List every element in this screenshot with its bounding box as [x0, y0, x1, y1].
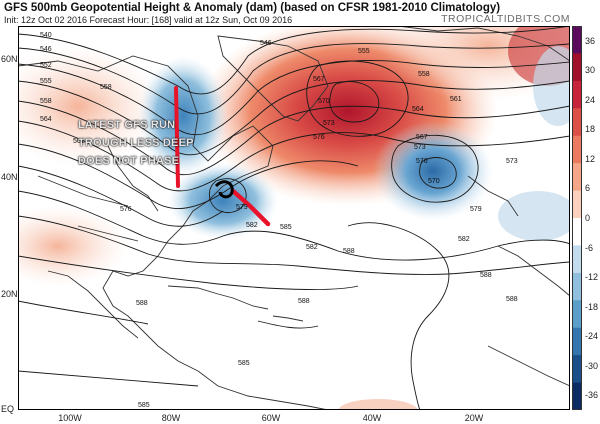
- colorbar-label: 18: [585, 124, 596, 135]
- colorbar-label: 30: [585, 65, 596, 76]
- annotation-line: DOES NOT PHASE: [78, 155, 180, 167]
- map-border: [18, 26, 570, 410]
- contour-value-label: 582: [306, 244, 318, 251]
- contour-value-label: 585: [280, 224, 292, 231]
- contour-value-label: 582: [246, 222, 258, 229]
- colorbar-segment: [572, 135, 582, 164]
- colorbar-label: -12: [585, 272, 599, 283]
- contour-value-label: 588: [480, 272, 492, 279]
- contour-value-label: 582: [458, 236, 470, 243]
- colorbar-label: 0: [585, 213, 591, 223]
- map-panel: [18, 26, 570, 410]
- colorbar-segment: [572, 163, 582, 192]
- lat-label-60n: 60N: [1, 54, 18, 64]
- colorbar-label: 6: [585, 183, 591, 194]
- contour-value-label: 588: [343, 248, 355, 255]
- contour-value-label: 573: [414, 144, 426, 151]
- colorbar-label: -6: [585, 242, 594, 253]
- colorbar-segment: [572, 327, 582, 356]
- contour-value-label: 546: [40, 46, 52, 53]
- contour-value-label: 579: [236, 204, 248, 211]
- contour-value-label: 558: [418, 71, 430, 78]
- colorbar-label: 12: [585, 153, 596, 164]
- contour-value-label: 588: [136, 300, 148, 307]
- annotation-line: LATEST GFS RUN: [78, 119, 176, 131]
- colorbar-label: 36: [585, 35, 596, 46]
- contour-value-label: 555: [40, 78, 52, 85]
- colorbar-segment: [572, 272, 582, 301]
- colorbar-label: -18: [585, 301, 599, 312]
- contour-value-label: 540: [40, 32, 52, 39]
- colorbar-segment: [572, 300, 582, 329]
- trough-markers: [174, 86, 271, 227]
- contour-value-label: 579: [470, 206, 482, 213]
- chart-title: GFS 500mb Geopotential Height & Anomaly …: [4, 2, 501, 14]
- contour-value-label: 546: [260, 40, 272, 47]
- colorbar-segment: [572, 190, 582, 219]
- annotation-line: TROUGH LESS DEEP: [78, 137, 194, 149]
- site-credit: TROPICALTIDBITS.COM: [441, 13, 570, 25]
- contour-value-label: 588: [506, 296, 518, 303]
- lat-label-40n: 40N: [1, 172, 18, 182]
- contour-value-label: 570: [318, 98, 330, 105]
- colorbar-segment: [572, 382, 582, 410]
- land-outlines: [18, 26, 570, 410]
- contour-value-label: 570: [428, 178, 440, 185]
- colorbar-segment: [572, 245, 582, 274]
- trough-axis-line: [174, 86, 180, 188]
- contour-value-label: 573: [506, 158, 518, 165]
- lon-label-80w: 80W: [161, 413, 181, 423]
- lon-label-60w: 60W: [261, 413, 281, 423]
- contour-value-label: 564: [40, 116, 52, 123]
- contour-value-label: 576: [120, 206, 132, 213]
- contour-value-label: 558: [40, 98, 52, 105]
- lon-label-20w: 20W: [464, 413, 484, 423]
- colorbar-segment: [572, 355, 582, 384]
- colorbar-segment: [572, 26, 582, 54]
- contour-value-label: 567: [416, 134, 428, 141]
- contour-value-label: 588: [298, 298, 310, 305]
- contour-value-label: 567: [313, 76, 325, 83]
- colorbar-label: 24: [585, 94, 596, 105]
- contour-value-label: 555: [358, 48, 370, 55]
- trough-annotation: LATEST GFS RUN TROUGH LESS DEEP DOES NOT…: [78, 116, 218, 170]
- colorbar-segment: [572, 80, 582, 109]
- contour-value-label: 561: [450, 96, 462, 103]
- contour-value-label: 585: [138, 402, 150, 409]
- lat-label-eq: EQ: [1, 404, 15, 414]
- contour-value-label: 558: [100, 84, 112, 91]
- colorbar-label: -24: [585, 331, 599, 342]
- colorbar-label: -30: [585, 360, 599, 371]
- colorbar-segment: [572, 108, 582, 137]
- trough-tilt-line: [230, 188, 271, 227]
- lat-label-20n: 20N: [1, 289, 18, 299]
- contour-value-label: 561: [73, 138, 85, 145]
- lon-label-40w: 40W: [362, 413, 382, 423]
- colorbar-segment: [572, 53, 582, 82]
- hurricane-symbol: [214, 180, 234, 199]
- colorbar-segment: [572, 218, 582, 246]
- chart-subtitle: Init: 12z Oct 02 2016 Forecast Hour: [16…: [4, 15, 293, 25]
- contour-value-label: 564: [412, 106, 424, 113]
- contour-value-label: 576: [313, 134, 325, 141]
- colorbar-label: -36: [585, 390, 599, 401]
- contour-value-label: 552: [40, 62, 52, 69]
- lon-label-100w: 100W: [58, 413, 82, 423]
- height-contours: [18, 26, 570, 410]
- anomaly-colorbar: [572, 26, 582, 410]
- contour-value-label: 573: [323, 120, 335, 127]
- contour-value-label: 576: [416, 158, 428, 165]
- contour-value-label: 585: [238, 360, 250, 367]
